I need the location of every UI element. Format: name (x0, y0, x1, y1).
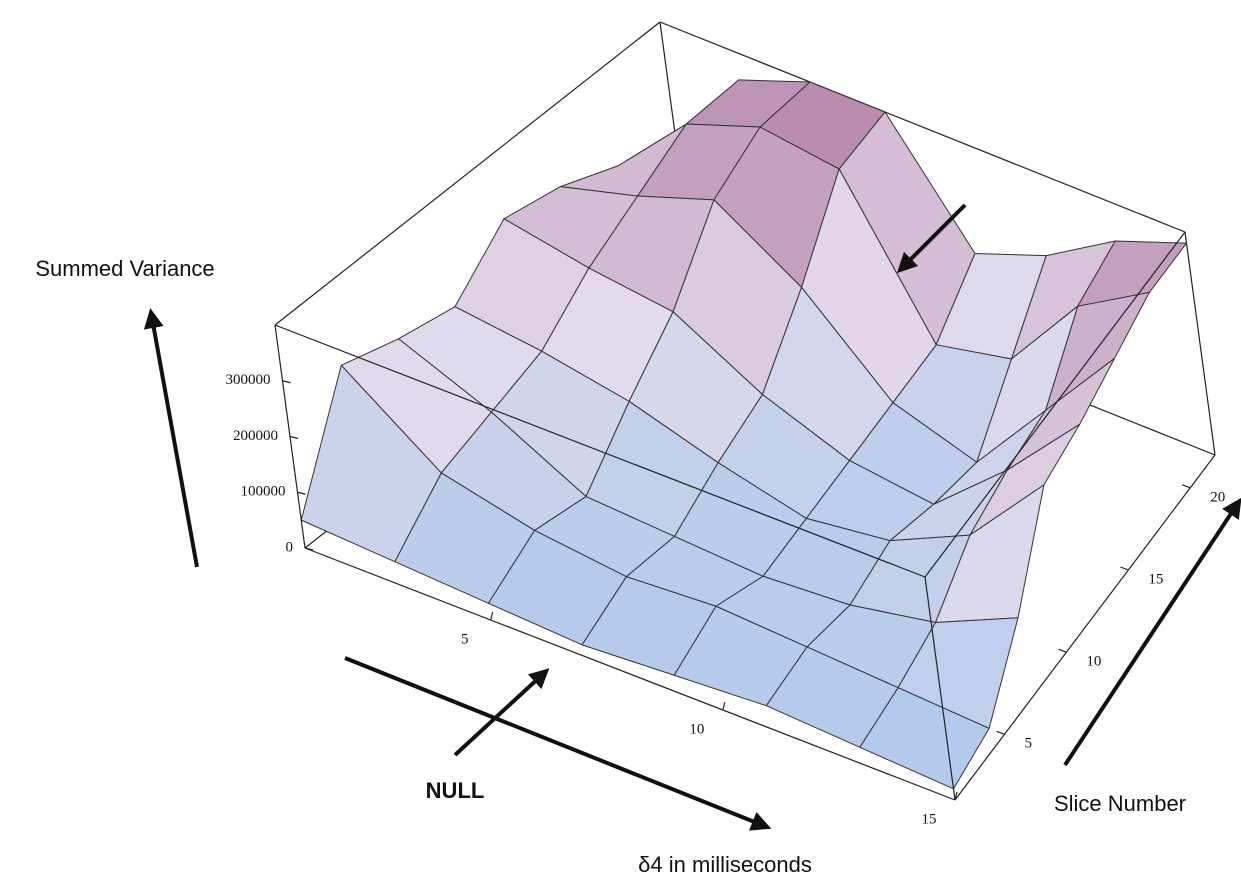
y-arrow (1063, 497, 1241, 767)
box-edge (304, 547, 956, 801)
box-edge (1184, 231, 1216, 456)
x-tick (954, 791, 958, 801)
box-edge (659, 21, 1186, 233)
y-tick-label: 5 (1025, 736, 1033, 752)
z-tick (282, 380, 291, 384)
y-tick-label: 15 (1148, 571, 1163, 587)
y-tick (1182, 484, 1191, 489)
arrows (143, 203, 1241, 831)
y-axis-label: Slice Number (1054, 791, 1186, 816)
annotation: NULL (426, 778, 485, 803)
surface-patch (859, 687, 990, 790)
box-edge (274, 324, 926, 578)
null-arrow (453, 668, 550, 757)
surface (300, 79, 1187, 790)
box-edge (954, 454, 1216, 801)
box-edge (924, 576, 956, 801)
z-tick (297, 491, 306, 495)
x-tick-label: 10 (689, 721, 704, 737)
z-tick (289, 435, 299, 440)
x-tick-label: 15 (922, 811, 937, 827)
x-arrow (344, 656, 772, 831)
z-tick (304, 547, 314, 551)
y-tick (1120, 566, 1129, 571)
y-tick (996, 730, 1005, 735)
y-tick-label: 10 (1086, 654, 1101, 670)
z-tick-label: 0 (286, 539, 294, 555)
top-arrow (896, 203, 967, 274)
box-edge (274, 21, 661, 326)
x-tick-label: 5 (461, 631, 469, 647)
z-axis-label: Summed Variance (35, 256, 214, 281)
y-tick-label: 20 (1210, 489, 1225, 505)
x-tick (722, 701, 726, 711)
z-tick-label: 300000 (226, 372, 271, 388)
box-front (274, 21, 1186, 801)
box-edge (924, 231, 1186, 578)
z-arrow (143, 308, 199, 568)
y-tick (1058, 648, 1067, 653)
z-tick-label: 100000 (241, 484, 286, 500)
z-tick-label: 200000 (233, 428, 278, 444)
ticks: 0 100000 200000 300000 5 10 15 5 10 15 20 (226, 372, 1226, 827)
x-tick (490, 611, 494, 621)
x-axis-label: δ4 in milliseconds (638, 852, 812, 877)
